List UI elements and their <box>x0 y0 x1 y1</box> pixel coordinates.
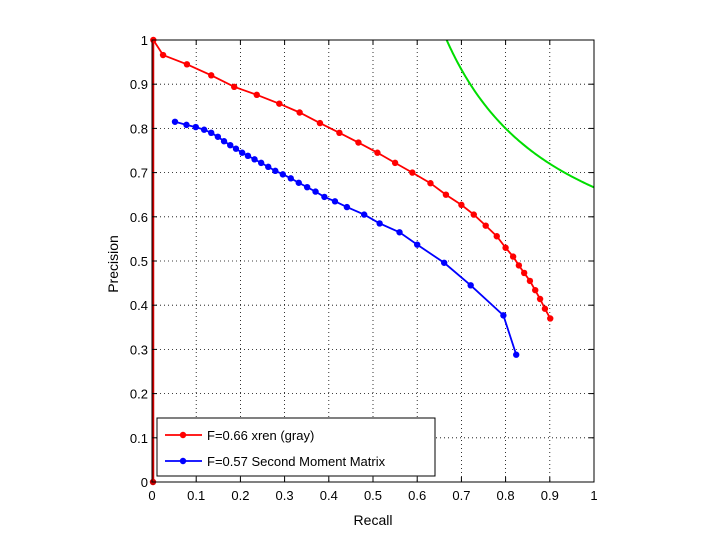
x-tick-label: 0.4 <box>320 488 338 503</box>
series-2-point <box>200 126 208 133</box>
x-tick-label: 0 <box>148 488 155 503</box>
y-tick-label: 0.4 <box>130 298 148 313</box>
series-2-point <box>257 159 265 167</box>
x-tick-label: 0.3 <box>276 488 294 503</box>
series-1-point <box>391 159 399 167</box>
y-tick-label: 0.2 <box>130 387 148 402</box>
series-1-point <box>231 83 238 91</box>
legend-label: F=0.66 xren (gray) <box>207 428 314 443</box>
series-2-point <box>321 193 328 201</box>
grid <box>152 40 594 482</box>
series-2-point <box>214 133 222 140</box>
series-2-point <box>227 141 234 149</box>
legend: F=0.66 xren (gray) F=0.57 Second Moment M… <box>156 417 436 477</box>
series-1-point <box>541 305 549 312</box>
series-2-point <box>295 179 302 186</box>
series-1-point <box>316 119 324 127</box>
series-1-point <box>526 277 534 285</box>
series-2-point <box>251 156 258 163</box>
series-1-point <box>208 72 215 79</box>
series-1-point <box>536 295 544 303</box>
series-2-point <box>303 183 311 191</box>
series-1-point <box>502 244 509 251</box>
y-tick-label: 0.6 <box>130 210 148 225</box>
y-tick-label: 0.7 <box>130 166 148 181</box>
series-2-point <box>192 123 199 131</box>
y-tick-label: 0.8 <box>130 121 148 136</box>
series-2-point <box>238 149 246 156</box>
f-contour-line <box>445 39 595 189</box>
legend-label: F=0.57 Second Moment Matrix <box>207 454 386 469</box>
series-1-point <box>159 51 167 59</box>
series-1-point <box>470 211 477 218</box>
series-1-point <box>532 286 539 294</box>
series-2-point <box>265 163 272 171</box>
series-1-point <box>355 139 362 146</box>
series-1-point <box>458 201 465 209</box>
series-2-point <box>376 220 383 227</box>
legend-swatch-marker <box>179 431 187 439</box>
series-1-point <box>520 269 528 277</box>
x-tick-label: 1 <box>590 488 597 503</box>
series-1-point <box>442 191 450 198</box>
series-1-point <box>296 109 303 116</box>
series-2-point <box>279 171 287 178</box>
series-1-point <box>482 222 489 229</box>
series-2-point <box>414 241 421 248</box>
series-1-point <box>276 100 283 107</box>
x-tick-label: 0.1 <box>187 488 205 503</box>
series-1-point <box>374 149 381 156</box>
series-2-point <box>171 118 179 125</box>
series-2-point <box>208 129 215 137</box>
axes: 0 0.1 0.2 0.3 0.4 0.5 0.6 0.7 0.8 0.9 1 0 0.1 0.2 0.3 0… <box>130 33 598 503</box>
series-2-point <box>343 203 351 211</box>
series-2-point <box>232 145 240 152</box>
y-tick-label: 0.9 <box>130 77 148 92</box>
series-2-point <box>467 282 474 289</box>
x-tick-label: 0.9 <box>541 488 559 503</box>
y-axis-label: Precision <box>105 235 121 293</box>
series-1-point <box>547 315 554 322</box>
x-tick-label: 0.7 <box>452 488 470 503</box>
legend-swatch-marker <box>179 457 187 465</box>
x-tick-label: 0.2 <box>231 488 249 503</box>
series-1-point <box>509 253 517 260</box>
series-2-point <box>244 152 252 160</box>
series-2-point <box>396 229 403 236</box>
series-2-point <box>513 351 520 358</box>
series-2-point <box>183 121 190 129</box>
series-2-point <box>331 198 339 205</box>
series-2-point <box>500 312 507 319</box>
series-1-point <box>409 169 416 176</box>
x-tick-label: 0.6 <box>408 488 426 503</box>
y-tick-label: 0 <box>141 475 148 490</box>
series-1-point <box>336 129 343 137</box>
series-1-point <box>183 61 191 68</box>
x-tick-label: 0.5 <box>364 488 382 503</box>
y-tick-label: 0.3 <box>130 342 148 357</box>
y-tick-label: 1 <box>141 33 148 48</box>
series-1-point <box>253 91 260 99</box>
series-2-point <box>312 188 319 195</box>
series-2-point <box>272 167 279 175</box>
series-2-point <box>287 175 294 182</box>
y-tick-label: 0.5 <box>130 254 148 269</box>
series-1-point <box>515 262 523 269</box>
x-axis-label: Recall <box>354 512 393 528</box>
series-2-point <box>360 211 368 218</box>
legend-box <box>156 417 436 477</box>
series-1-point <box>427 180 434 187</box>
series-2-point <box>440 259 448 266</box>
series-1-point <box>493 233 500 240</box>
y-tick-label: 0.1 <box>130 431 148 446</box>
x-tick-label: 0.8 <box>497 488 515 503</box>
series-2-point <box>220 138 228 145</box>
